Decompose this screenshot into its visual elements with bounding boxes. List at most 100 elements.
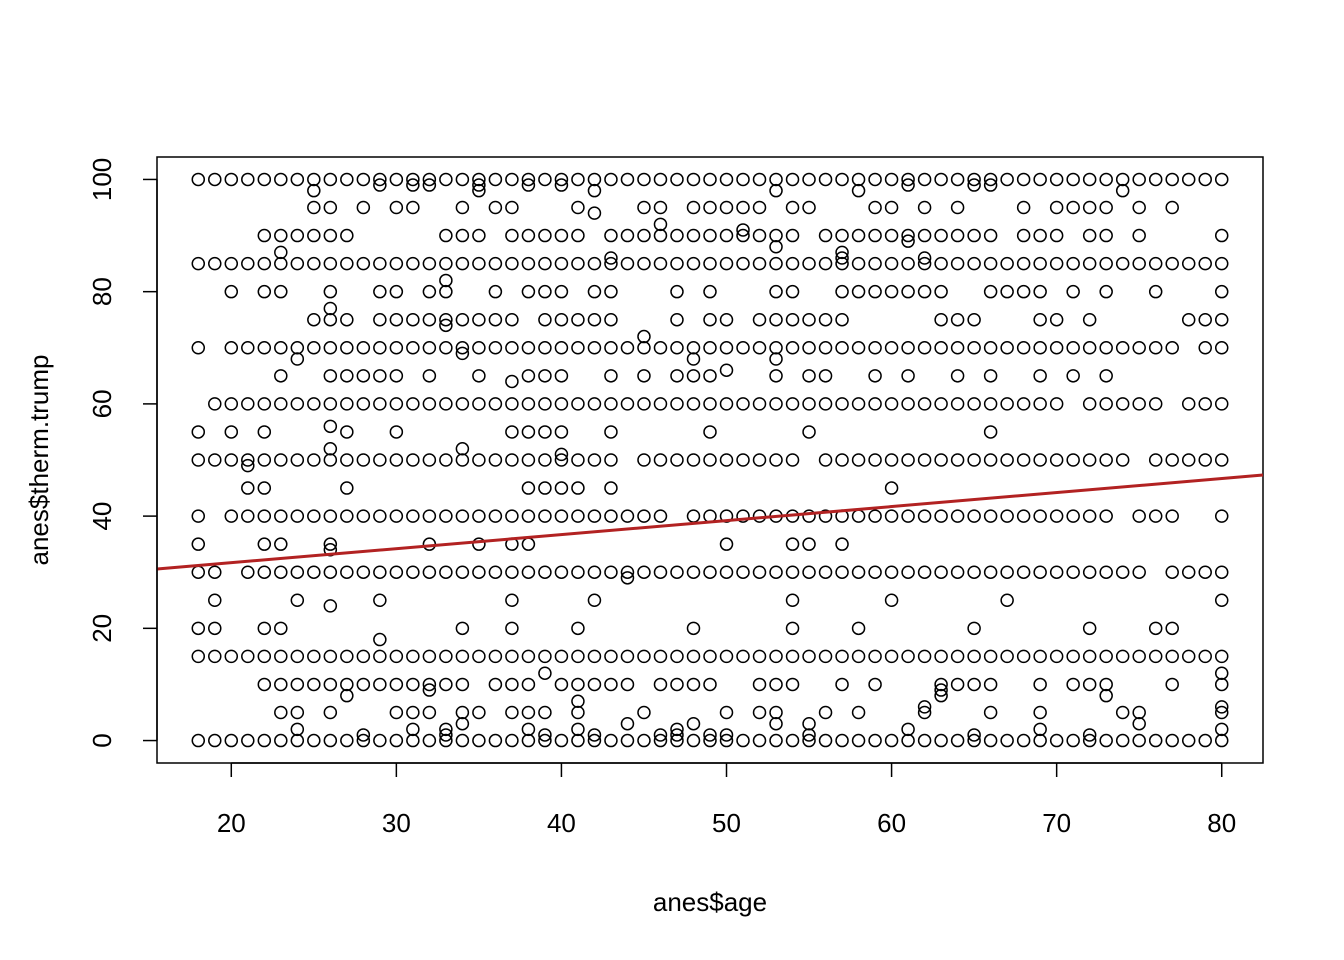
- data-point: [1165, 509, 1179, 523]
- data-point: [1132, 565, 1146, 579]
- data-point: [340, 369, 354, 383]
- data-point: [736, 341, 750, 355]
- data-point: [1049, 509, 1064, 523]
- data-point: [455, 341, 470, 355]
- data-point: [785, 733, 800, 748]
- data-point: [670, 677, 684, 692]
- data-point: [406, 453, 420, 467]
- data-point: [785, 397, 800, 411]
- data-point: [703, 425, 717, 439]
- data-point: [538, 509, 552, 523]
- data-point: [851, 565, 866, 579]
- data-point: [719, 537, 734, 551]
- data-point: [323, 705, 338, 720]
- data-point: [934, 256, 948, 271]
- data-point: [637, 200, 651, 215]
- data-point: [505, 228, 519, 243]
- x-tick-label: 50: [712, 808, 741, 838]
- data-point: [1214, 565, 1229, 579]
- data-point: [703, 677, 717, 692]
- data-point: [785, 537, 800, 551]
- data-point: [191, 565, 206, 579]
- data-point: [1132, 341, 1146, 355]
- data-point: [505, 509, 519, 523]
- data-point: [1000, 733, 1014, 748]
- data-point: [868, 172, 882, 187]
- data-point: [637, 453, 651, 467]
- data-point: [571, 341, 585, 355]
- data-point: [521, 537, 536, 551]
- data-point: [224, 453, 239, 467]
- data-point: [670, 228, 684, 243]
- data-point: [472, 453, 486, 467]
- data-point: [884, 509, 899, 523]
- data-point: [554, 447, 569, 462]
- data-point: [241, 565, 255, 579]
- regression-line-layer: [156, 473, 1264, 571]
- data-point: [1082, 228, 1097, 243]
- data-point: [356, 728, 371, 742]
- data-point: [373, 649, 387, 664]
- data-point: [488, 341, 503, 355]
- data-point: [323, 301, 338, 316]
- data-point: [917, 705, 932, 720]
- data-point: [736, 733, 750, 748]
- data-point: [1115, 256, 1130, 271]
- data-point: [1016, 172, 1031, 187]
- data-point: [802, 425, 816, 439]
- data-point: [670, 453, 684, 467]
- data-point: [1148, 649, 1163, 664]
- data-point: [686, 677, 701, 692]
- data-point: [1049, 228, 1064, 243]
- data-point: [505, 200, 519, 215]
- data-point: [752, 200, 767, 215]
- data-point: [406, 178, 420, 192]
- data-point: [521, 733, 536, 748]
- data-point: [422, 565, 437, 579]
- data-point: [488, 453, 503, 467]
- data-point: [769, 649, 783, 664]
- data-point: [835, 677, 849, 692]
- data-point: [769, 733, 783, 748]
- data-point: [257, 509, 272, 523]
- data-point: [736, 200, 750, 215]
- data-point: [356, 649, 371, 664]
- data-point: [769, 453, 783, 467]
- data-point: [769, 284, 783, 299]
- data-point: [1198, 341, 1212, 355]
- data-point: [571, 397, 585, 411]
- data-point: [1132, 256, 1146, 271]
- data-point: [587, 312, 602, 327]
- data-point: [373, 172, 387, 187]
- data-point: [752, 312, 767, 327]
- data-point: [884, 172, 899, 187]
- data-point: [670, 172, 684, 187]
- data-point: [620, 509, 635, 523]
- data-point: [604, 284, 618, 299]
- data-point: [950, 172, 965, 187]
- data-point: [917, 509, 932, 523]
- data-point: [637, 705, 651, 720]
- data-point: [604, 256, 618, 271]
- data-point: [1049, 256, 1064, 271]
- data-point: [1066, 284, 1080, 299]
- data-point: [1082, 256, 1097, 271]
- data-point: [373, 178, 387, 192]
- data-point: [521, 341, 536, 355]
- data-point: [422, 172, 437, 187]
- data-point: [554, 649, 569, 664]
- data-point: [901, 172, 915, 187]
- data-point: [1066, 200, 1080, 215]
- data-point: [967, 172, 981, 187]
- data-point: [769, 172, 783, 187]
- data-point: [455, 397, 470, 411]
- data-point: [323, 228, 338, 243]
- data-point: [835, 565, 849, 579]
- data-point: [950, 312, 965, 327]
- data-point: [983, 705, 998, 720]
- data-point: [472, 733, 486, 748]
- data-point: [587, 728, 602, 742]
- data-point: [439, 318, 453, 333]
- data-point: [752, 649, 767, 664]
- y-axis: 0 20 40 60 80 100: [87, 158, 158, 748]
